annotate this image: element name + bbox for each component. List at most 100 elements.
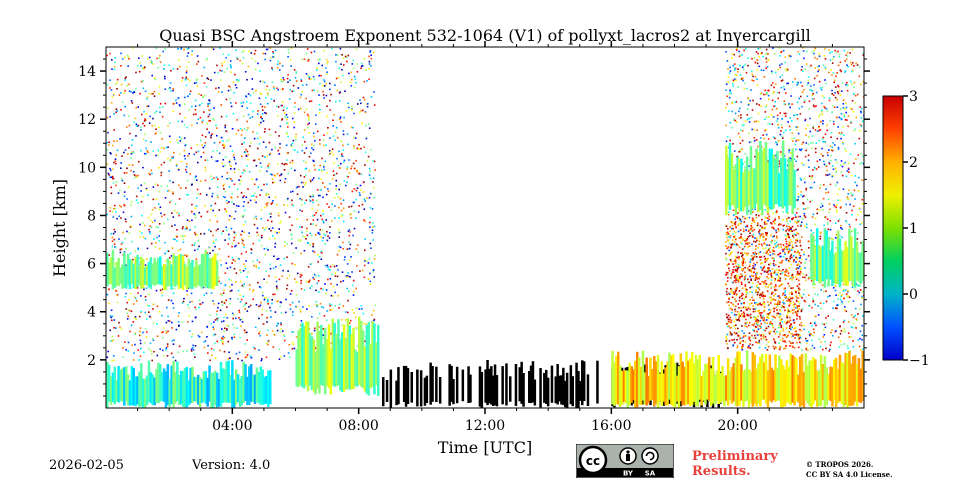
noise-pixel [357,251,359,253]
noise-pixel [811,324,813,327]
noise-pixel [217,196,219,199]
noise-pixel [191,219,193,222]
noise-pixel [749,263,751,265]
noise-pixel [220,104,223,106]
noise-pixel [231,283,233,286]
noise-pixel [255,215,257,218]
noise-pixel [734,308,736,311]
noise-pixel [303,152,306,154]
noise-pixel [332,135,335,137]
noise-pixel [820,307,822,310]
noise-pixel [330,303,333,306]
noise-pixel [369,283,372,285]
noise-pixel [325,292,327,295]
noise-pixel [164,197,167,199]
noise-pixel [768,98,770,101]
noise-pixel [308,77,311,80]
noise-pixel [730,287,732,290]
noise-pixel [779,315,782,318]
noise-pixel [850,230,853,233]
noise-pixel [773,310,775,313]
noise-pixel [243,214,245,217]
noise-pixel [297,87,300,89]
noise-pixel [280,173,283,175]
noise-pixel [845,83,847,86]
noise-pixel [790,291,793,293]
noise-pixel [760,304,763,306]
noise-pixel [762,333,764,336]
noise-pixel [155,128,157,130]
noise-pixel [296,272,299,275]
noise-pixel [740,302,743,305]
noise-pixel [352,234,354,237]
noise-pixel [200,331,203,334]
noise-pixel [815,168,818,170]
noise-pixel [765,61,768,63]
noise-pixel [226,329,228,331]
noise-pixel [361,308,363,310]
noise-pixel [725,257,727,259]
noise-pixel [300,80,303,82]
noise-pixel [352,126,354,129]
noise-pixel [123,56,126,59]
noise-pixel [252,195,255,197]
noise-pixel [313,132,315,134]
noise-pixel [120,243,123,245]
noise-pixel [783,248,786,250]
noise-pixel [114,208,116,210]
noise-pixel [345,319,347,321]
noise-pixel [243,195,245,197]
noise-pixel [369,216,371,219]
noise-pixel [770,240,772,243]
noise-pixel [802,273,804,275]
noise-pixel [825,300,828,303]
noise-pixel [196,234,198,236]
noise-pixel [368,167,371,170]
noise-pixel [143,224,146,227]
noise-pixel [283,257,286,260]
noise-pixel [806,198,809,201]
noise-pixel [287,197,289,200]
noise-pixel [739,266,741,268]
noise-pixel [213,349,215,351]
noise-pixel [809,130,812,133]
noise-pixel [154,124,156,127]
noise-pixel [278,278,281,281]
noise-pixel [857,284,859,286]
noise-pixel [820,121,822,123]
noise-pixel [286,163,288,166]
noise-pixel [191,203,193,206]
noise-pixel [317,280,320,282]
noise-pixel [190,348,193,351]
noise-pixel [813,286,815,289]
noise-pixel [176,240,178,242]
noise-pixel [240,180,242,182]
noise-pixel [841,300,843,303]
noise-pixel [217,72,219,74]
noise-pixel [157,184,159,187]
noise-pixel [844,148,846,150]
noise-pixel [228,85,230,87]
noise-pixel [790,228,792,231]
noise-pixel [267,202,269,204]
noise-pixel [762,315,765,317]
noise-pixel [795,299,798,302]
noise-pixel [237,242,240,245]
noise-pixel [222,165,225,168]
noise-pixel [150,226,153,229]
noise-pixel [767,220,769,222]
noise-pixel [359,194,361,196]
noise-pixel [733,67,736,70]
noise-pixel [260,166,263,168]
noise-pixel [245,251,247,253]
noise-pixel [334,291,336,294]
noise-pixel [735,74,738,77]
noise-pixel [195,79,198,81]
noise-pixel [261,358,263,360]
noise-pixel [311,143,313,146]
noise-pixel [760,322,763,325]
noise-pixel [312,193,314,196]
noise-pixel [778,246,780,249]
noise-pixel [861,198,864,201]
noise-pixel [743,313,746,315]
